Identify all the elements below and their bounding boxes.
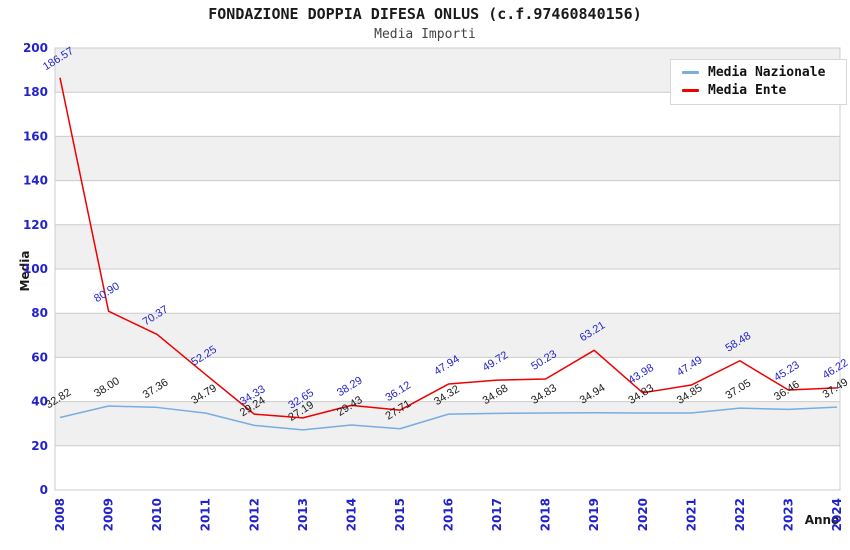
legend: Media Nazionale Media Ente xyxy=(670,59,847,105)
x-tick-label: 2010 xyxy=(150,498,164,531)
y-tick-label: 140 xyxy=(23,174,48,188)
point-label: 37.36 xyxy=(141,377,171,402)
y-tick-label: 100 xyxy=(23,262,48,276)
point-label: 38.29 xyxy=(335,374,365,399)
x-tick-label: 2011 xyxy=(199,498,213,531)
chart-title: FONDAZIONE DOPPIA DIFESA ONLUS (c.f.9746… xyxy=(208,5,641,23)
y-tick-label: 80 xyxy=(31,306,48,320)
x-tick-label: 2024 xyxy=(830,498,844,531)
x-axis-title: Anno xyxy=(805,513,840,527)
x-tick-label: 2009 xyxy=(102,498,116,531)
legend-marker-ente-icon xyxy=(682,88,699,92)
point-label: 37.05 xyxy=(723,377,753,402)
y-tick-label: 60 xyxy=(31,350,48,364)
series-line-media-ente xyxy=(59,77,838,419)
y-tick-label: 180 xyxy=(23,85,48,99)
y-axis-title: Media xyxy=(18,251,32,292)
x-tick-label: 2023 xyxy=(781,498,795,531)
point-label: 38.00 xyxy=(92,375,122,400)
y-tick-label: 20 xyxy=(31,439,48,453)
legend-marker-nazionale-icon xyxy=(682,70,699,74)
x-tick-label: 2017 xyxy=(490,498,504,531)
plot-band xyxy=(55,224,840,269)
x-tick-label: 2020 xyxy=(636,498,650,531)
plot-border xyxy=(54,47,841,491)
point-label: 45.23 xyxy=(772,359,802,384)
x-tick-label: 2021 xyxy=(684,498,698,531)
legend-item-media-nazionale: Media Nazionale xyxy=(682,63,846,81)
y-tick-label: 120 xyxy=(23,218,48,232)
point-label: 46.22 xyxy=(821,357,850,382)
x-tick-label: 2019 xyxy=(587,498,601,531)
x-tick-label: 2016 xyxy=(442,498,456,531)
legend-label-ente: Media Ente xyxy=(708,82,787,98)
point-label: 36.12 xyxy=(383,379,413,404)
legend-label-nazionale: Media Nazionale xyxy=(708,64,826,80)
y-tick-label: 200 xyxy=(23,41,48,55)
plot-area: 0 20 40 60 80 100 120 140 160 180 200 2008 2009 2010 2… xyxy=(23,41,850,531)
plot-band xyxy=(55,313,840,358)
x-tick-label: 2013 xyxy=(296,498,310,531)
plot-band xyxy=(55,136,840,181)
y-tick-label: 40 xyxy=(31,395,48,409)
legend-item-media-ente: Media Ente xyxy=(682,81,846,99)
plot-band xyxy=(55,401,840,446)
x-tick-label: 2018 xyxy=(539,498,553,531)
point-label: 43.98 xyxy=(626,362,656,387)
x-tick-label: 2008 xyxy=(53,498,67,531)
x-tick-label: 2022 xyxy=(733,498,747,531)
chart-subtitle: Media Importi xyxy=(374,27,476,42)
y-tick-label: 160 xyxy=(23,129,48,143)
x-tick-label: 2014 xyxy=(344,498,358,531)
series-line-media-nazionale xyxy=(59,405,838,431)
x-tick-label: 2015 xyxy=(393,498,407,531)
y-tick-label: 0 xyxy=(40,483,48,497)
x-tick-label: 2012 xyxy=(247,498,261,531)
